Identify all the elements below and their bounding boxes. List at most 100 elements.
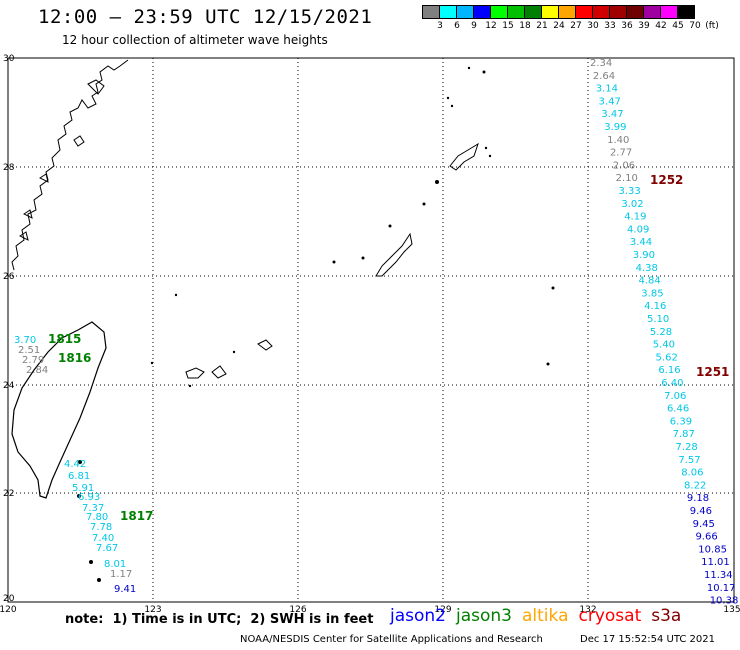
swh-value: 7.87 [673, 429, 695, 440]
longitude-labels: 120 123 126 129 132 135 [0, 605, 740, 615]
satellite-legend-item: jason2 [390, 606, 446, 626]
swh-value: 6.93 [78, 492, 100, 503]
color-scale-label: 36 [621, 21, 633, 31]
swh-value: 7.67 [96, 543, 118, 554]
chart-title: 12:00 – 23:59 UTC 12/15/2021 [38, 6, 373, 28]
swh-value: 6.40 [661, 378, 683, 389]
swh-value: 1.17 [110, 569, 132, 580]
swh-value: 4.19 [624, 212, 646, 223]
pass-number-label: 1816 [58, 351, 91, 365]
swh-value: 2.51 [18, 345, 40, 356]
color-scale-label: 33 [604, 21, 616, 31]
satellite-legend: jason2 jason3 altika cryosat s3a [390, 606, 691, 626]
track-east: 2.342.643.143.473.473.991.402.772.062.10… [590, 58, 738, 607]
swh-value: 7.80 [86, 512, 108, 523]
swh-value: 3.99 [604, 122, 626, 133]
graticule [8, 58, 734, 602]
latitude-label: 28 [3, 163, 15, 173]
color-scale-label: 30 [587, 21, 599, 31]
swh-value: 4.84 [638, 276, 660, 287]
swh-value: 4.09 [627, 224, 649, 235]
swh-value: 2.06 [613, 160, 635, 171]
latitude-label: 26 [3, 272, 15, 282]
swh-value: 3.14 [596, 84, 618, 95]
pass-number-label: 1251 [696, 365, 729, 379]
swh-value: 9.18 [687, 493, 709, 504]
latitude-label: 22 [3, 489, 14, 499]
swh-value: 3.02 [621, 199, 643, 210]
swh-value: 8.06 [681, 468, 703, 479]
satellite-legend-item: altika [522, 606, 569, 626]
footer-timestamp: Dec 17 15:52:54 UTC 2021 [580, 634, 715, 645]
latitude-label: 30 [3, 54, 15, 64]
swh-value: 2.10 [616, 173, 638, 184]
color-scale-label: 24 [553, 21, 565, 31]
swh-value: 4.38 [636, 263, 658, 274]
swh-value: 6.46 [667, 404, 689, 415]
swh-value: 2.79 [22, 355, 44, 366]
swh-value: 7.78 [90, 522, 112, 533]
pass-labels: 1252 1251 1815 1816 1817 [48, 173, 729, 523]
okinawa-island [375, 232, 413, 277]
swh-value: 2.77 [610, 148, 632, 159]
amami-island [449, 142, 479, 171]
longitude-label: 135 [723, 605, 740, 615]
swh-value: 5.40 [653, 340, 675, 351]
coastal-islands [19, 79, 105, 241]
note: note: 1) Time is in UTC; 2) SWH is in fe… [65, 612, 374, 627]
swh-value: 3.85 [641, 288, 663, 299]
color-scale-label: 39 [638, 21, 650, 31]
track-west: 4.426.815.916.937.377.807.787.407.67 8.01… [64, 459, 136, 595]
swh-value: 2.84 [26, 365, 48, 376]
chart-subtitle: 12 hour collection of altimeter wave hei… [62, 33, 328, 47]
swh-value: 6.81 [68, 471, 90, 482]
swh-value: 4.16 [644, 301, 666, 312]
swh-value: 8.22 [684, 480, 706, 491]
swh-value: 4.42 [64, 459, 86, 470]
longitude-label: 123 [144, 605, 161, 615]
swh-value: 8.01 [104, 559, 126, 570]
swh-value: 3.70 [14, 335, 36, 346]
color-scale-label: 70 [689, 21, 701, 31]
swh-value: 2.34 [590, 58, 612, 69]
color-scale-label: 6 [454, 21, 460, 31]
color-scale-label: 21 [536, 21, 548, 31]
footer-source: NOAA/NESDIS Center for Satellite Applica… [240, 634, 543, 645]
swh-value: 3.33 [619, 186, 641, 197]
color-scale-label: 3 [437, 21, 443, 31]
swh-value: 10.85 [698, 544, 727, 555]
swh-value: 9.46 [690, 506, 712, 517]
swh-value: 9.45 [693, 519, 715, 530]
swh-value: 3.47 [601, 109, 623, 120]
pass-number-label: 1817 [120, 509, 153, 523]
swh-value: 9.66 [695, 532, 717, 543]
swh-value: 3.47 [599, 96, 621, 107]
swh-value: 6.16 [658, 365, 680, 376]
swh-value: 5.91 [72, 483, 94, 494]
yaeyama-islands [185, 339, 273, 379]
satellite-legend-item: s3a [651, 606, 682, 626]
china-coastline [11, 59, 129, 271]
swh-value: 10.17 [707, 583, 736, 594]
swh-value: 5.62 [656, 352, 678, 363]
swh-value: 7.28 [676, 442, 698, 453]
swh-value: 1.40 [607, 135, 629, 146]
small-islands [77, 66, 555, 582]
swh-value: 11.01 [701, 557, 730, 568]
taiwan-coastline [11, 321, 107, 499]
color-scale-label: 15 [502, 21, 514, 31]
satellite-legend-item: jason3 [456, 606, 512, 626]
color-swatch [677, 5, 695, 19]
longitude-label: 126 [289, 605, 306, 615]
pass-number-label: 1815 [48, 332, 81, 346]
swh-value: 7.37 [82, 503, 104, 514]
color-scale-unit: (ft) [705, 21, 719, 31]
latitude-labels: 30 28 26 24 22 20 [3, 54, 15, 604]
swh-value: 7.06 [664, 391, 686, 402]
color-scale-label: 18 [519, 21, 531, 31]
latitude-label: 24 [3, 381, 15, 391]
longitude-label: 132 [579, 605, 596, 615]
swh-value: 5.10 [647, 314, 669, 325]
swh-value: 9.41 [114, 584, 136, 595]
